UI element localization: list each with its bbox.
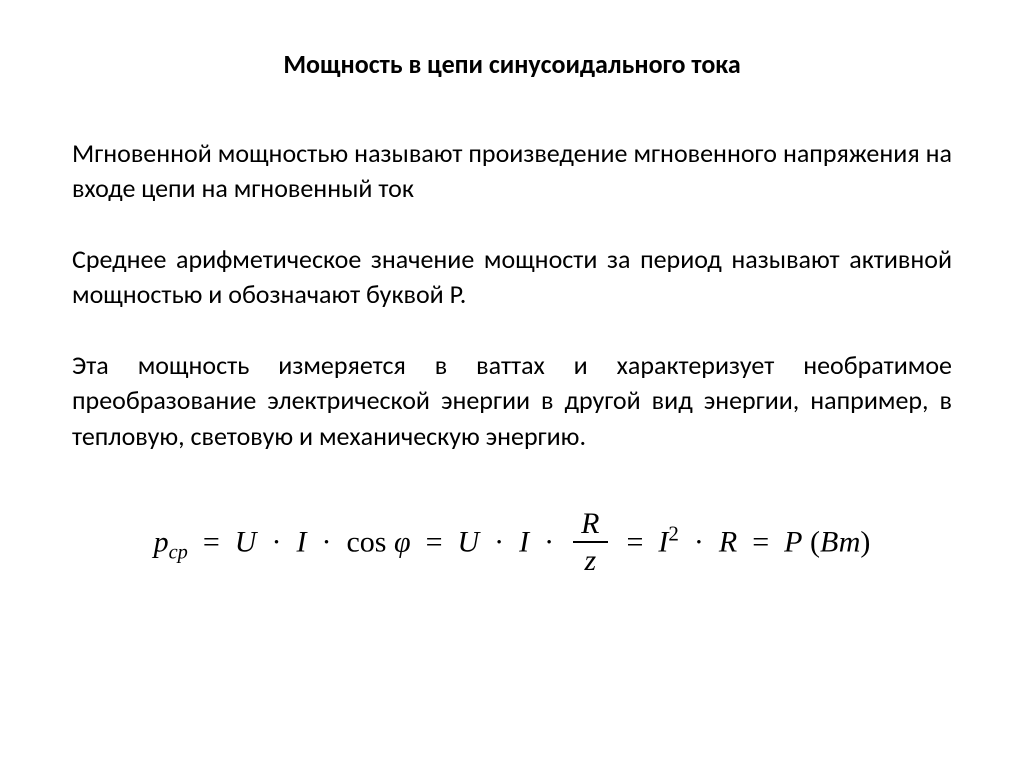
paragraph-2: Среднее арифметическое значение мощности… [72, 242, 952, 312]
term3-exp: 2 [668, 521, 679, 545]
eq-1: = [203, 525, 220, 558]
term2-U: U [458, 525, 480, 558]
eq-4: = [752, 525, 769, 558]
paren-close: ) [860, 525, 870, 558]
unit: Вт [820, 525, 860, 558]
rhs-P: P [784, 525, 802, 558]
fraction-denominator: z [573, 543, 607, 577]
dot-4: · [544, 525, 554, 558]
page-title: Мощность в цепи синусоидального тока [72, 48, 952, 80]
paragraph-1: Мгновенной мощностью называют произведен… [72, 136, 952, 206]
eq-3: = [627, 525, 644, 558]
fraction-numerator: R [573, 508, 607, 544]
term1-I: I [296, 525, 306, 558]
formula-lhs-var: p [154, 525, 169, 558]
term1-U: U [235, 525, 257, 558]
term3-I: I [658, 525, 668, 558]
formula-lhs-sub: ср [169, 541, 188, 563]
term2-I: I [519, 525, 529, 558]
dot-1: · [271, 525, 281, 558]
dot-5: · [694, 525, 704, 558]
document-page: Мощность в цепи синусоидального тока Мгн… [0, 0, 1024, 579]
dot-3: · [494, 525, 504, 558]
dot-2: · [321, 525, 331, 558]
formula: pср = U · I · cos φ = U · I · R z = I2 ·… [72, 510, 952, 579]
fraction: R z [573, 508, 607, 577]
phi: φ [394, 525, 411, 558]
paragraph-3: Эта мощность измеряется в ваттах и харак… [72, 348, 952, 453]
cos-label: cos [346, 525, 386, 558]
paren-open: ( [810, 525, 820, 558]
term3-R: R [719, 525, 737, 558]
eq-2: = [426, 525, 443, 558]
